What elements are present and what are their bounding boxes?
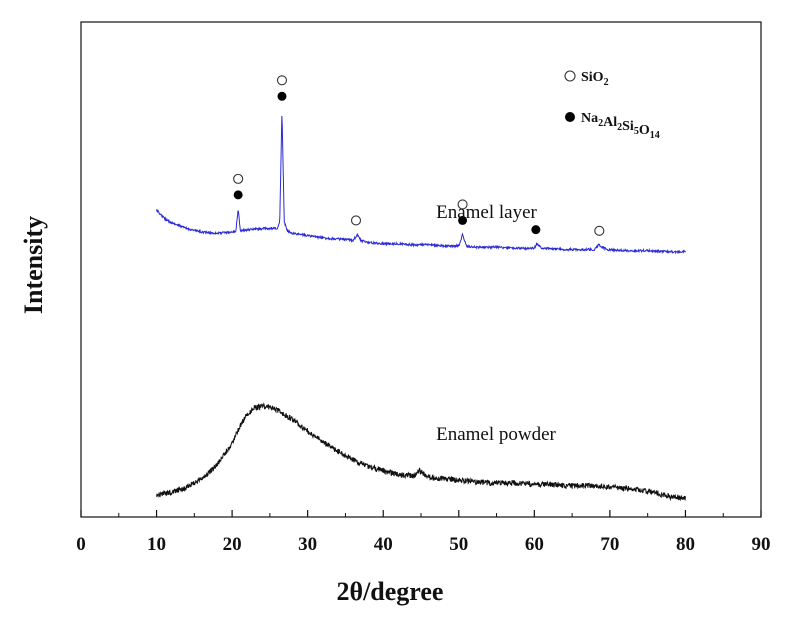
silicate-peak-marker (233, 190, 243, 200)
x-tick-label: 60 (525, 534, 544, 555)
y-axis-title: Intensity (19, 216, 48, 314)
legend: SiO2 Na2Al2Si5O14 (564, 70, 660, 141)
legend-open-circle-icon (564, 70, 576, 82)
peak-markers (233, 75, 605, 236)
x-tick-label: 70 (600, 534, 619, 555)
trace-label: Enamel powder (436, 424, 556, 445)
x-tick-label: 40 (374, 534, 393, 555)
legend-filled-circle-icon (565, 112, 575, 122)
x-axis-title: 2θ/degree (337, 577, 444, 606)
x-tick-label: 50 (449, 534, 468, 555)
x-tick-label: 90 (752, 534, 771, 555)
traces (156, 115, 686, 502)
sio2-peak-marker (233, 173, 244, 184)
legend-na2al2si5o14: Na2Al2Si5O14 (581, 111, 660, 141)
sio2-peak-marker (594, 225, 605, 236)
series-line (156, 401, 686, 502)
series-line (156, 115, 686, 255)
silicate-peak-marker (458, 215, 468, 225)
x-tick-label: 80 (676, 534, 695, 555)
x-tick-label: 0 (76, 534, 86, 555)
trace-label: Enamel layer (436, 202, 537, 223)
plot-frame (80, 21, 762, 518)
x-tick-label: 30 (298, 534, 317, 555)
x-axis-ticks: 0 10 20 30 40 50 60 70 80 90 (76, 510, 771, 555)
x-tick-label: 20 (223, 534, 242, 555)
sio2-peak-marker (457, 199, 468, 210)
sio2-peak-marker (276, 75, 288, 86)
silicate-peak-marker (531, 225, 541, 235)
legend-sio2: SiO2 (581, 70, 609, 88)
silicate-peak-marker (277, 91, 287, 101)
trace-labels: Enamel layer Enamel powder (436, 202, 556, 445)
sio2-peak-marker (350, 215, 362, 226)
x-tick-label: 10 (147, 534, 166, 555)
